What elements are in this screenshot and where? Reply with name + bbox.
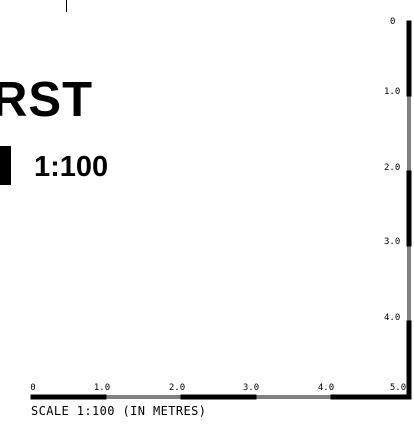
h-scale-label-4: 4.0	[317, 383, 335, 393]
h-scale-label-2: 2.0	[168, 383, 186, 393]
vertical-scale-bar	[406, 20, 412, 400]
v-scale-segment-4	[407, 245, 411, 322]
h-scale-segment-3	[180, 394, 257, 400]
v-scale-label-0: 0	[390, 17, 396, 27]
v-scale-label-1: 1.0	[384, 87, 401, 97]
horizontal-scale-bar	[30, 394, 407, 400]
top-border-tick	[66, 0, 67, 12]
clipped-title-letter	[0, 146, 11, 185]
h-scale-label-0: 0	[30, 383, 36, 393]
v-scale-segment-2	[407, 95, 411, 172]
title-scale-ratio: 1:100	[34, 151, 109, 183]
v-scale-label-4: 4.0	[384, 313, 401, 323]
h-scale-segment-2	[105, 395, 182, 399]
drawing-title-line-1: RST	[0, 76, 93, 125]
drawing-title-text: RST	[0, 73, 93, 127]
v-scale-segment-3	[406, 170, 412, 247]
scale-note: SCALE 1:100 (IN METRES)	[31, 404, 207, 418]
v-scale-label-2: 2.0	[384, 163, 401, 173]
h-scale-label-3: 3.0	[242, 383, 260, 393]
v-scale-segment-5	[406, 320, 412, 400]
v-scale-segment-1	[406, 20, 412, 97]
h-scale-label-5: 5.0	[389, 383, 407, 393]
h-scale-label-1: 1.0	[93, 383, 111, 393]
v-scale-label-3: 3.0	[384, 237, 401, 247]
h-scale-segment-5	[330, 394, 407, 400]
h-scale-segment-1	[30, 394, 107, 400]
h-scale-segment-4	[255, 395, 332, 399]
